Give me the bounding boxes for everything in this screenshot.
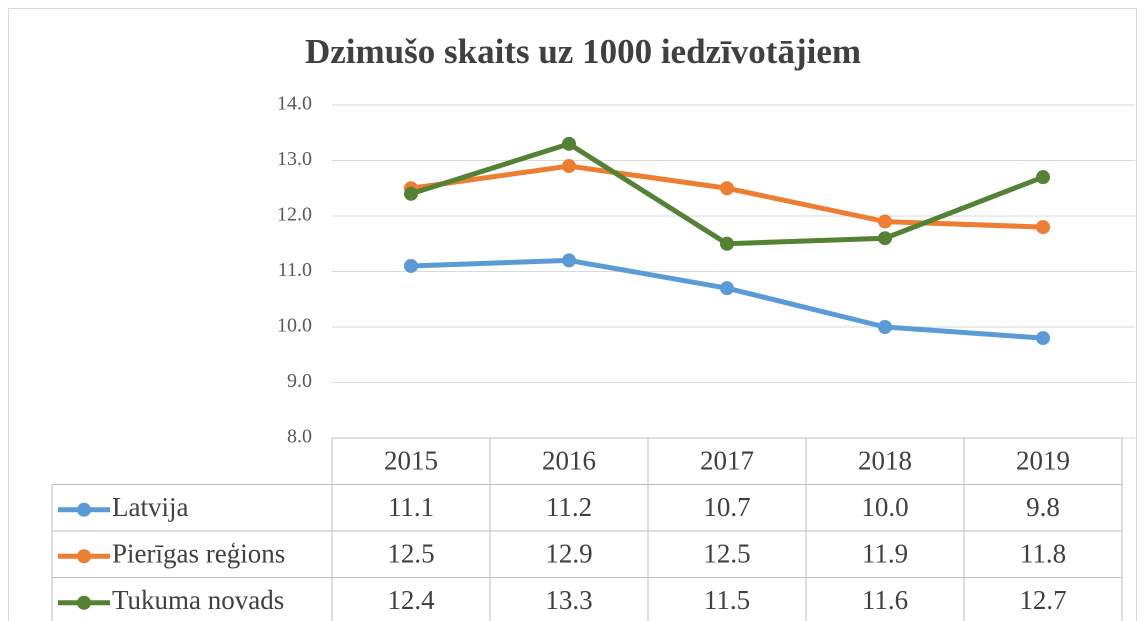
table-value: 13.3 <box>545 585 592 615</box>
table-value: 12.4 <box>387 585 435 615</box>
x-tick-label: 2019 <box>1016 445 1070 475</box>
series-marker <box>562 253 576 268</box>
y-tick-label: 9.0 <box>287 370 312 392</box>
x-tick-label: 2016 <box>542 445 596 475</box>
series-marker <box>878 214 892 229</box>
series-marker <box>562 136 576 151</box>
table-value: 10.7 <box>703 492 750 522</box>
y-tick-label: 10.0 <box>277 315 312 337</box>
legend-marker <box>77 502 91 517</box>
series-marker <box>720 181 734 196</box>
series-marker <box>720 281 734 296</box>
table-value: 12.9 <box>545 538 592 568</box>
series-line <box>410 163 1044 230</box>
chart-border <box>8 8 1137 621</box>
x-tick-label: 2015 <box>384 445 438 475</box>
table-value: 11.9 <box>862 538 908 568</box>
y-tick-label: 13.0 <box>277 148 312 170</box>
x-tick-label: 2018 <box>858 445 912 475</box>
series-marker <box>878 320 892 334</box>
table-value: 11.6 <box>862 585 908 615</box>
y-tick-label: 11.0 <box>278 259 312 281</box>
table-value: 12.5 <box>703 538 750 568</box>
x-tick-label: 2017 <box>700 445 754 475</box>
series-marker <box>404 186 418 201</box>
y-tick-label: 12.0 <box>277 204 312 226</box>
series-marker <box>562 159 576 174</box>
legend-label: Latvija <box>112 492 188 522</box>
series-marker <box>1036 331 1050 346</box>
table-value: 12.7 <box>1019 585 1066 615</box>
series-line <box>410 257 1044 341</box>
table-value: 10.0 <box>861 492 908 522</box>
legend-marker <box>77 549 91 564</box>
legend-label: Pierīgas reģions <box>112 538 285 568</box>
legend-label: Tukuma novads <box>112 585 284 615</box>
legend-marker <box>77 595 91 610</box>
y-tick-label: 8.0 <box>287 426 312 448</box>
series-marker <box>1036 170 1050 185</box>
series-marker <box>1036 220 1050 235</box>
series-marker <box>404 258 418 273</box>
table-value: 11.8 <box>1020 538 1066 568</box>
series-marker <box>878 231 892 246</box>
table-value: 11.5 <box>704 585 750 615</box>
y-tick-label: 14.0 <box>277 93 312 115</box>
table-value: 11.2 <box>546 492 592 522</box>
table-value: 11.1 <box>388 492 434 522</box>
table-value: 12.5 <box>387 538 434 568</box>
chart-title: Dzimušo skaits uz 1000 iedzīvotājiem <box>305 32 861 71</box>
series-marker <box>720 236 734 251</box>
table-value: 9.8 <box>1026 492 1060 522</box>
